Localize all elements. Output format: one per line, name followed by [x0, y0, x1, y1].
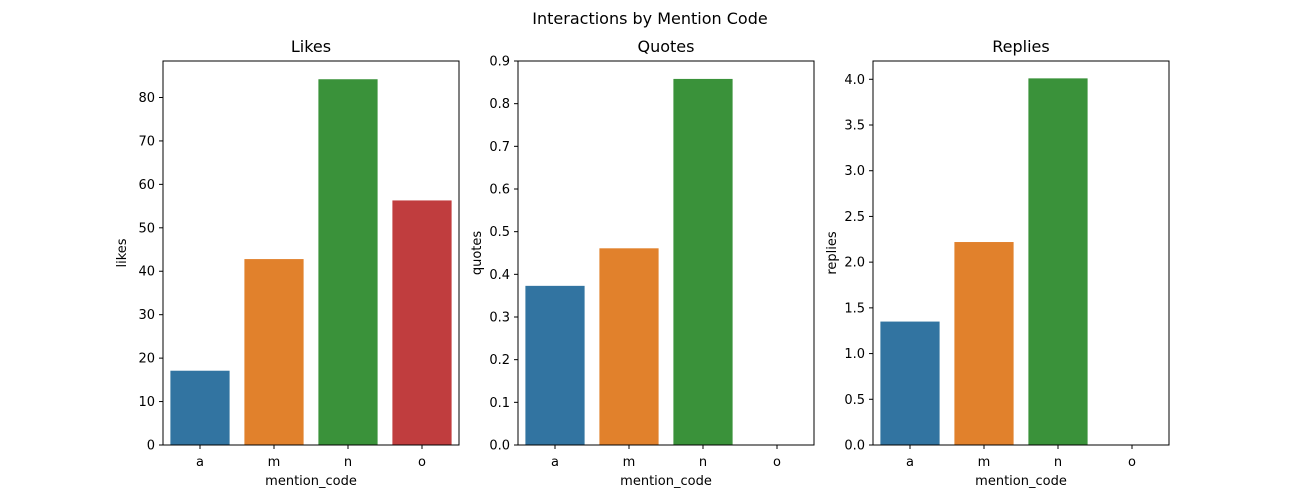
bar-n	[318, 79, 378, 446]
bar-o	[392, 200, 452, 445]
axes-frame	[872, 60, 1170, 446]
x-axis-label: mention_code	[975, 474, 1067, 489]
axes-frame	[162, 60, 460, 446]
subplot-panels: Likes a m n o 0 10 20 30 40 50 60 70 80 mention_code li…	[115, 37, 1170, 489]
y-tick-label: 0.2	[489, 353, 510, 368]
bar-n	[673, 78, 733, 446]
y-tick-label: 50	[138, 221, 155, 236]
y-axis-label: replies	[825, 231, 840, 275]
y-tick-label: 1.0	[844, 347, 865, 362]
bar-m	[244, 259, 304, 445]
subplot-replies: Replies a m n o 0.0 0.5 1.0 1.5 2.0 2.5 3.0 3.5 4.0 me…	[825, 37, 1170, 489]
bar-a	[880, 321, 940, 445]
y-axis-label: quotes	[470, 231, 485, 276]
y-tick-label: 70	[138, 134, 155, 149]
y-tick-label: 0.5	[844, 393, 865, 408]
figure-suptitle: Interactions by Mention Code	[532, 9, 767, 28]
x-tick-label: m	[623, 455, 636, 470]
bar-m	[599, 248, 659, 445]
x-axis-label: mention_code	[265, 474, 357, 489]
y-tick-label: 30	[138, 308, 155, 323]
x-tick-label: o	[418, 455, 426, 470]
subplot-title: Quotes	[638, 37, 695, 56]
y-tick-label: 0.3	[489, 311, 510, 326]
y-tick-label: 0.4	[489, 268, 510, 283]
x-tick-label: m	[268, 455, 281, 470]
axes-frame	[517, 60, 815, 446]
x-tick-label: n	[1054, 455, 1062, 470]
y-tick-label: 0.8	[489, 97, 510, 112]
y-tick-label: 0.5	[489, 225, 510, 240]
bar-a	[170, 370, 230, 445]
y-tick-label: 2.5	[844, 210, 865, 225]
y-tick-label: 0.9	[489, 55, 510, 70]
bar-n	[1028, 78, 1088, 446]
y-tick-label: 20	[138, 352, 155, 367]
y-tick-label: 2.0	[844, 256, 865, 271]
y-tick-label: 3.5	[844, 119, 865, 134]
x-tick-label: a	[551, 455, 559, 470]
y-tick-label: 10	[138, 395, 155, 410]
x-tick-label: n	[344, 455, 352, 470]
subplot-quotes: Quotes a m n o 0.0 0.1 0.2 0.3 0.4 0.5 0.6 0.7 0.8 0.9…	[470, 37, 815, 489]
y-tick-label: 40	[138, 265, 155, 280]
y-tick-label: 0.0	[844, 439, 865, 454]
y-tick-label: 3.0	[844, 164, 865, 179]
y-tick-label: 0	[147, 439, 155, 454]
y-tick-label: 1.5	[844, 301, 865, 316]
x-tick-label: m	[978, 455, 991, 470]
y-tick-label: 0.1	[489, 396, 510, 411]
bar-m	[954, 242, 1014, 445]
x-tick-label: a	[196, 455, 204, 470]
subplot-likes: Likes a m n o 0 10 20 30 40 50 60 70 80 mention_code li…	[115, 37, 460, 489]
y-tick-label: 4.0	[844, 73, 865, 88]
subplot-title: Likes	[291, 37, 331, 56]
y-axis-label: likes	[115, 238, 130, 267]
y-tick-label: 80	[138, 91, 155, 106]
x-axis-label: mention_code	[620, 474, 712, 489]
bar-a	[525, 285, 585, 445]
x-tick-label: o	[1128, 455, 1136, 470]
x-tick-label: a	[906, 455, 914, 470]
y-tick-label: 0.7	[489, 140, 510, 155]
x-tick-label: o	[773, 455, 781, 470]
y-tick-label: 0.0	[489, 439, 510, 454]
subplot-title: Replies	[992, 37, 1049, 56]
y-tick-label: 0.6	[489, 183, 510, 198]
y-tick-label: 60	[138, 178, 155, 193]
x-tick-label: n	[699, 455, 707, 470]
